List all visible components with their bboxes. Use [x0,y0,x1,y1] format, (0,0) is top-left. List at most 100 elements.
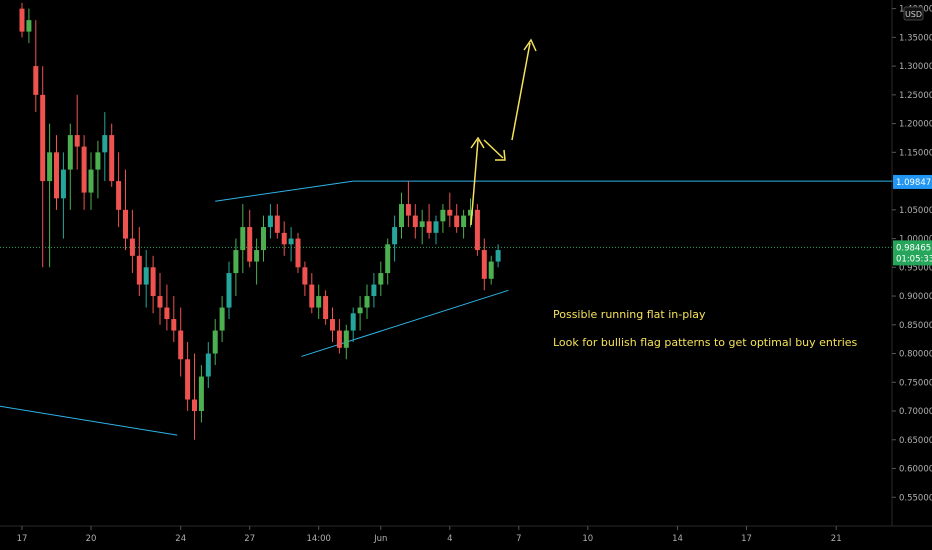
x-tick-label: 17 [17,534,28,544]
arrow-down [483,139,504,159]
candle-body [440,209,446,222]
candle-body [426,221,432,233]
candle-body [205,353,211,377]
candle-body [288,238,294,245]
candle-body [488,261,494,279]
candle-body [19,8,25,32]
x-tick-label: 10 [582,534,593,544]
candle-body [447,209,453,216]
candle-body [185,359,191,400]
x-tick-label: 20 [86,534,97,544]
candle-body [295,238,301,268]
candle-body [481,250,487,279]
candle-body [164,307,170,320]
currency-label: USD [905,10,922,19]
candle-body [399,204,404,228]
candle-body [67,135,73,170]
candle-body [60,169,66,199]
candle-body [26,20,32,32]
x-tick-label: 24 [175,534,186,544]
candle-body [233,250,239,274]
candle-body [157,296,163,308]
y-tick-label: 1.05000 [899,206,932,216]
candle-body [495,250,501,262]
last-price-label: 0.98465 [896,243,931,253]
candlesticks [19,2,501,440]
candle-body [198,376,204,412]
arrow-up-2-head [523,38,537,52]
x-tick-label: 14 [672,534,683,544]
candle-body [47,152,53,182]
candle-body [281,232,287,245]
candle-body [330,319,335,331]
candle-body [178,330,184,360]
candle-body [336,330,342,348]
arrow-down-head [495,149,506,161]
candle-body [33,66,39,95]
y-tick-label: 1.30000 [899,62,932,72]
candle-body [192,399,197,412]
candle-body [323,296,329,320]
candle-body [343,330,349,348]
resistance-price-label: 1.09847 [896,178,931,188]
candle-body [109,135,115,182]
candle-body [88,169,94,193]
trendline-triangle-top[interactable] [215,180,354,202]
candle-body [302,267,308,285]
candle-body [454,215,460,228]
y-tick-label: 0.85000 [899,321,932,331]
last-price-badge [893,240,932,266]
candle-body [433,221,439,233]
candle-body [261,227,266,251]
candle-body [219,307,225,331]
candle-body [364,296,370,308]
x-tick-label: 4 [447,534,452,544]
candle-body [240,227,246,251]
candle-body [468,209,473,216]
y-tick-label: 0.70000 [899,407,932,417]
candle-body [136,255,142,285]
candle-body [254,250,260,262]
annotation-note-2: Look for bullish flag patterns to get op… [553,336,858,349]
y-tick-label: 0.90000 [899,292,932,302]
candle-body [274,215,280,233]
arrow-up-1-head [470,136,485,149]
annotation-note-1: Possible running flat in-play [553,308,706,321]
candle-body [371,284,377,297]
candle-body [74,135,80,147]
y-tick-label: 1.25000 [899,91,932,101]
y-tick-label: 0.95000 [899,263,932,273]
y-tick-label: 1.20000 [899,120,932,130]
candle-body [461,215,467,228]
candle-body [40,94,46,182]
candle-body [54,152,59,199]
candle-body [150,267,156,297]
currency-badge-box [903,6,924,21]
y-tick-label: 0.60000 [899,465,932,475]
x-tick-label: 27 [244,534,255,544]
candle-body [212,330,218,354]
candle-body [267,215,273,228]
candle-body [171,319,177,331]
y-tick-label: 1.15000 [899,148,932,158]
candle-body [405,204,411,216]
x-tick-label: 7 [516,534,521,544]
currency-badge[interactable]: USD [903,6,924,21]
trendline-triangle-bottom[interactable] [301,289,509,357]
bar-countdown-label: 01:05:33 [896,254,932,264]
trendlines [0,180,892,436]
candle-body [474,209,480,251]
candle-body [357,307,363,314]
candle-body [419,221,425,228]
candle-body [95,152,101,170]
candle-body [102,135,108,153]
candle-body [316,296,322,308]
candle-body [129,238,135,256]
candle-body [226,273,232,308]
projection-arrows [470,38,537,226]
x-tick-label: 14:00 [306,534,331,544]
trendline-left-support[interactable] [0,405,178,436]
y-tick-label: 0.55000 [899,493,932,503]
